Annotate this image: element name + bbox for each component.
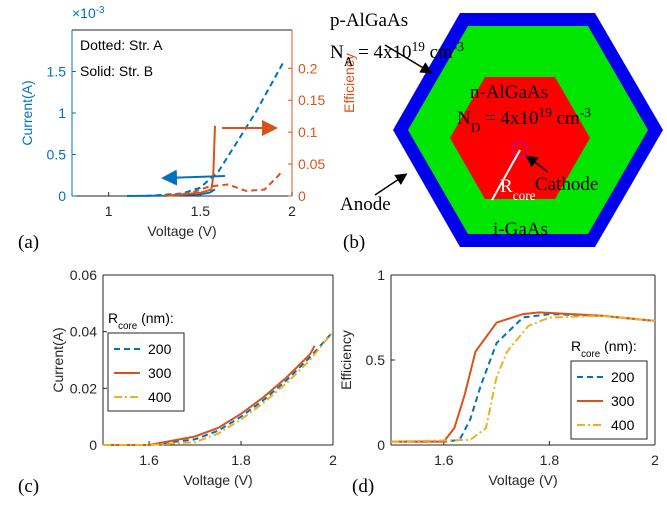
legend-title-part: R (571, 338, 581, 354)
layer-label: n-AlGaAs (470, 82, 548, 103)
figure: 11.5200.511.500.050.10.150.2Voltage (V)C… (0, 0, 667, 508)
axis-multiplier: ×10-3 (72, 5, 105, 22)
doping-label-part: D (471, 120, 481, 135)
y-tick-label: 0.5 (366, 352, 386, 368)
y-tick-label: 1 (58, 105, 66, 121)
axis-multiplier-part: ×10 (72, 5, 96, 21)
x-tick-label: 1.8 (231, 452, 251, 468)
panel-label: (b) (343, 232, 365, 253)
legend-title-part: (nm): (600, 338, 637, 354)
x-tick-label: 1 (105, 203, 113, 219)
x-tick-label: 2 (651, 452, 659, 468)
doping-label-part: 19 (539, 105, 553, 120)
y-tick-label: 0.04 (70, 324, 97, 340)
doping-label-part: A (344, 54, 354, 69)
legend-title: Rcore (nm): (571, 338, 637, 360)
y-tick-label: 0 (377, 437, 385, 453)
contact-label: Cathode (535, 174, 598, 195)
y-axis-label: Current(A) (19, 80, 35, 145)
legend-label: 200 (611, 369, 635, 385)
layer-label: p-AlGaAs (330, 10, 408, 31)
line-series (164, 126, 215, 196)
legend-label: 200 (148, 341, 172, 357)
x-axis-label: Voltage (V) (488, 472, 557, 488)
legend-title: Rcore (nm): (108, 310, 174, 332)
legend-title-part: (nm): (137, 310, 174, 326)
doping-label-part: N (330, 42, 344, 63)
doping-label-part: = 4x10 (353, 42, 411, 63)
x-tick-label: 1.5 (191, 203, 211, 219)
y-tick-label: 0.06 (70, 267, 97, 283)
doping-label-part: cm (552, 108, 580, 129)
y-tick-label: 0.02 (70, 380, 97, 396)
doping-label-part: 19 (412, 39, 426, 54)
y2-tick-label: 0.1 (298, 124, 318, 140)
annotation: Dotted: Str. A (80, 37, 163, 53)
doping-label-part: = 4x10 (480, 108, 538, 129)
doping-label-part: N (457, 108, 471, 129)
y-tick-label: 0 (58, 188, 66, 204)
y-tick-label: 1 (377, 267, 385, 283)
legend-label: 400 (148, 389, 172, 405)
arrow (165, 176, 225, 178)
panel-label: (a) (18, 232, 39, 253)
panel-label: (c) (18, 476, 39, 497)
y-tick-label: 1.5 (47, 64, 67, 80)
panel-label: (d) (352, 476, 374, 497)
layer-label: i-GaAs (493, 219, 548, 240)
legend-title-part: core (581, 349, 601, 360)
y2-tick-label: 0.15 (298, 92, 325, 108)
y-axis-label: Current(A) (50, 327, 66, 392)
x-tick-label: 1.6 (434, 452, 454, 468)
axis-multiplier-part: -3 (96, 5, 105, 16)
doping-label-part: cm (425, 42, 453, 63)
y-tick-label: 0 (89, 437, 97, 453)
x-tick-label: 1.8 (540, 452, 560, 468)
legend-label: 300 (148, 365, 172, 381)
y-axis-label: Efficiency (338, 330, 354, 390)
legend-title-part: core (118, 321, 138, 332)
x-tick-label: 2 (329, 452, 337, 468)
doping-label-part: -3 (580, 105, 591, 120)
y2-tick-label: 0.2 (298, 60, 318, 76)
line-series (164, 171, 283, 197)
y2-tick-label: 0 (298, 188, 306, 204)
annotation: Solid: Str. B (80, 63, 153, 79)
radius-label-part: R (500, 176, 513, 197)
legend-title-part: R (108, 310, 118, 326)
contact-label: Anode (340, 194, 391, 215)
y2-tick-label: 0.05 (298, 156, 325, 172)
legend-label: 400 (611, 417, 635, 433)
x-axis-label: Voltage (V) (183, 472, 252, 488)
x-tick-label: 1.6 (139, 452, 159, 468)
radius-label-part: core (513, 188, 536, 203)
arrow (375, 175, 405, 195)
legend-label: 300 (611, 393, 635, 409)
x-tick-label: 2 (288, 203, 296, 219)
x-axis-label: Voltage (V) (147, 223, 216, 239)
y-tick-label: 0.5 (47, 147, 67, 163)
doping-label-part: -3 (453, 39, 464, 54)
